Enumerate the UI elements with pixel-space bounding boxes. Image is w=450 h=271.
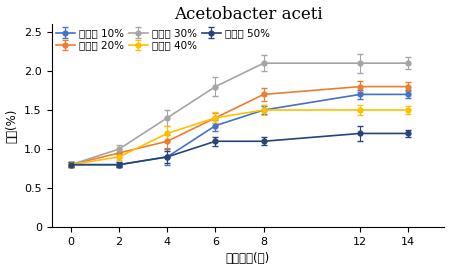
- Legend: 하수오 10%, 하수오 20%, 하수오 30%, 하수오 40%, 하수오 50%: 하수오 10%, 하수오 20%, 하수오 30%, 하수오 40%, 하수오 …: [54, 26, 272, 53]
- Title: Acetobacter aceti: Acetobacter aceti: [174, 6, 322, 22]
- X-axis label: 발효기간(일): 발효기간(일): [226, 253, 270, 265]
- Y-axis label: 산도(%): 산도(%): [5, 108, 18, 143]
